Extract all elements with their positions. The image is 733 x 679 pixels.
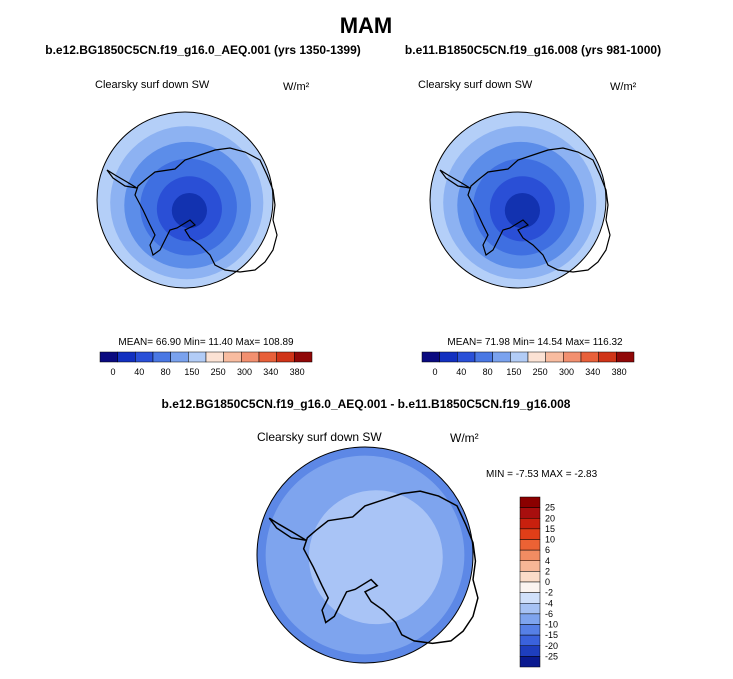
colorbar-box [527,351,546,363]
colorbar-label: 340 [263,367,278,377]
colorbar-box [519,549,541,561]
colorbar-box [492,351,511,363]
stats-label: MEAN= 66.90 Min= 11.40 Max= 108.89 [118,337,294,348]
colorbar-box [135,351,154,363]
colorbar-box [545,351,564,363]
colorbar-label: 6 [545,545,550,555]
units-label: W/m² [283,81,310,93]
colorbar-label: 0 [110,367,115,377]
colorbar-box [519,539,541,551]
units-label: W/m² [610,81,637,93]
colorbar-label: -10 [545,620,558,630]
colorbar-label: 150 [506,367,521,377]
colorbar-label: -20 [545,641,558,651]
panel-title: b.e12.BG1850C5CN.f19_g16.0_AEQ.001 (yrs … [45,43,361,57]
colorbar-box [223,351,242,363]
colorbar-label: 300 [559,367,574,377]
colorbar-label: 4 [545,556,550,566]
stats-label: MIN = -7.53 MAX = -2.83 [486,469,598,480]
colorbar-box [276,351,295,363]
colorbar-box [439,351,458,363]
colorbar-box [519,581,541,593]
colorbar-box [421,351,440,363]
map-contour [504,192,540,229]
colorbar-box [580,351,599,363]
colorbar-label: 15 [545,524,555,534]
colorbar-box [598,351,617,363]
colorbar-box [241,351,260,363]
variable-label: Clearsky surf down SW [95,79,210,91]
colorbar-box [294,351,313,363]
colorbar-label: 340 [585,367,600,377]
colorbar-box [519,496,541,508]
colorbar-label: 80 [161,367,171,377]
colorbar-label: 80 [483,367,493,377]
colorbar-box [519,603,541,615]
colorbar-box [519,592,541,604]
colorbar-box [563,351,582,363]
panel-title: b.e12.BG1850C5CN.f19_g16.0_AEQ.001 - b.e… [162,397,571,411]
colorbar-label: 250 [211,367,226,377]
colorbar-label: 380 [612,367,627,377]
colorbar-label: 250 [533,367,548,377]
colorbar-box [616,351,635,363]
colorbar-box [519,528,541,540]
colorbar-label: 40 [456,367,466,377]
colorbar-label: -25 [545,651,558,661]
colorbar-label: 25 [545,503,555,513]
colorbar-label: -15 [545,630,558,640]
colorbar-box [519,518,541,530]
variable-label: Clearsky surf down SW [257,430,382,444]
variable-label: Clearsky surf down SW [418,79,533,91]
colorbar-box [510,351,529,363]
colorbar-label: 0 [432,367,437,377]
colorbar-label: 2 [545,566,550,576]
stats-label: MEAN= 71.98 Min= 14.54 Max= 116.32 [447,337,623,348]
colorbar-label: -6 [545,609,553,619]
map-contour [308,490,443,625]
colorbar-box [152,351,171,363]
figure-title: MAM [340,13,393,38]
map-border [96,111,274,289]
colorbar-label: 150 [184,367,199,377]
colorbar-label: 10 [545,535,555,545]
colorbar-label: 0 [545,577,550,587]
colorbar-box [519,645,541,657]
map-border [429,111,607,289]
colorbar-label: 380 [290,367,305,377]
map-border [256,446,474,664]
colorbar-box [117,351,136,363]
colorbar-label: 300 [237,367,252,377]
colorbar-box [457,351,476,363]
colorbar-box [519,571,541,583]
colorbar-box [205,351,224,363]
colorbar-box [519,560,541,572]
colorbar-box [188,351,207,363]
colorbar-box [99,351,118,363]
colorbar-label: 20 [545,513,555,523]
colorbar-label: -4 [545,598,553,608]
panel-title: b.e11.B1850C5CN.f19_g16.008 (yrs 981-100… [405,43,661,57]
map-contour [171,192,207,229]
colorbar-label: 40 [134,367,144,377]
colorbar-label: -2 [545,588,553,598]
colorbar-box [170,351,189,363]
colorbar-box [258,351,277,363]
colorbar-box [519,624,541,636]
colorbar-box [519,507,541,519]
colorbar-box [519,634,541,646]
units-label: W/m² [450,431,479,445]
colorbar-box [519,613,541,625]
colorbar-box [474,351,493,363]
colorbar-box [519,656,541,668]
